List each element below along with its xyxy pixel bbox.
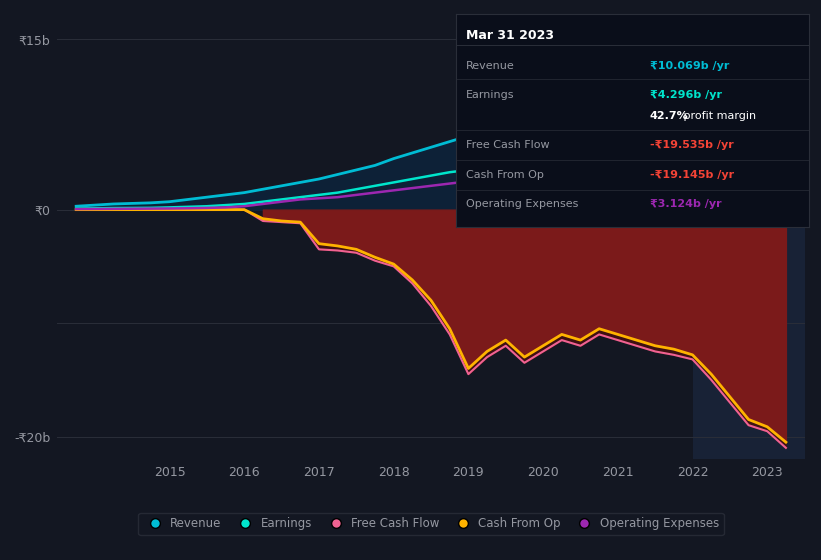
Text: Operating Expenses: Operating Expenses	[466, 199, 579, 209]
Text: Cash From Op: Cash From Op	[466, 170, 544, 180]
Text: -₹19.535b /yr: -₹19.535b /yr	[650, 140, 734, 150]
Bar	[692, 17, 805, 459]
Text: ₹10.069b /yr: ₹10.069b /yr	[650, 61, 729, 71]
Text: ₹3.124b /yr: ₹3.124b /yr	[650, 199, 722, 209]
Text: Free Cash Flow: Free Cash Flow	[466, 140, 550, 150]
Legend: Revenue, Earnings, Free Cash Flow, Cash From Op, Operating Expenses: Revenue, Earnings, Free Cash Flow, Cash …	[139, 513, 723, 535]
Text: -₹19.145b /yr: -₹19.145b /yr	[650, 170, 734, 180]
Text: Earnings: Earnings	[466, 90, 515, 100]
Text: 42.7%: 42.7%	[650, 111, 689, 121]
Text: profit margin: profit margin	[680, 111, 756, 121]
Text: Revenue: Revenue	[466, 61, 515, 71]
Text: ₹4.296b /yr: ₹4.296b /yr	[650, 90, 722, 100]
Text: Mar 31 2023: Mar 31 2023	[466, 29, 554, 42]
